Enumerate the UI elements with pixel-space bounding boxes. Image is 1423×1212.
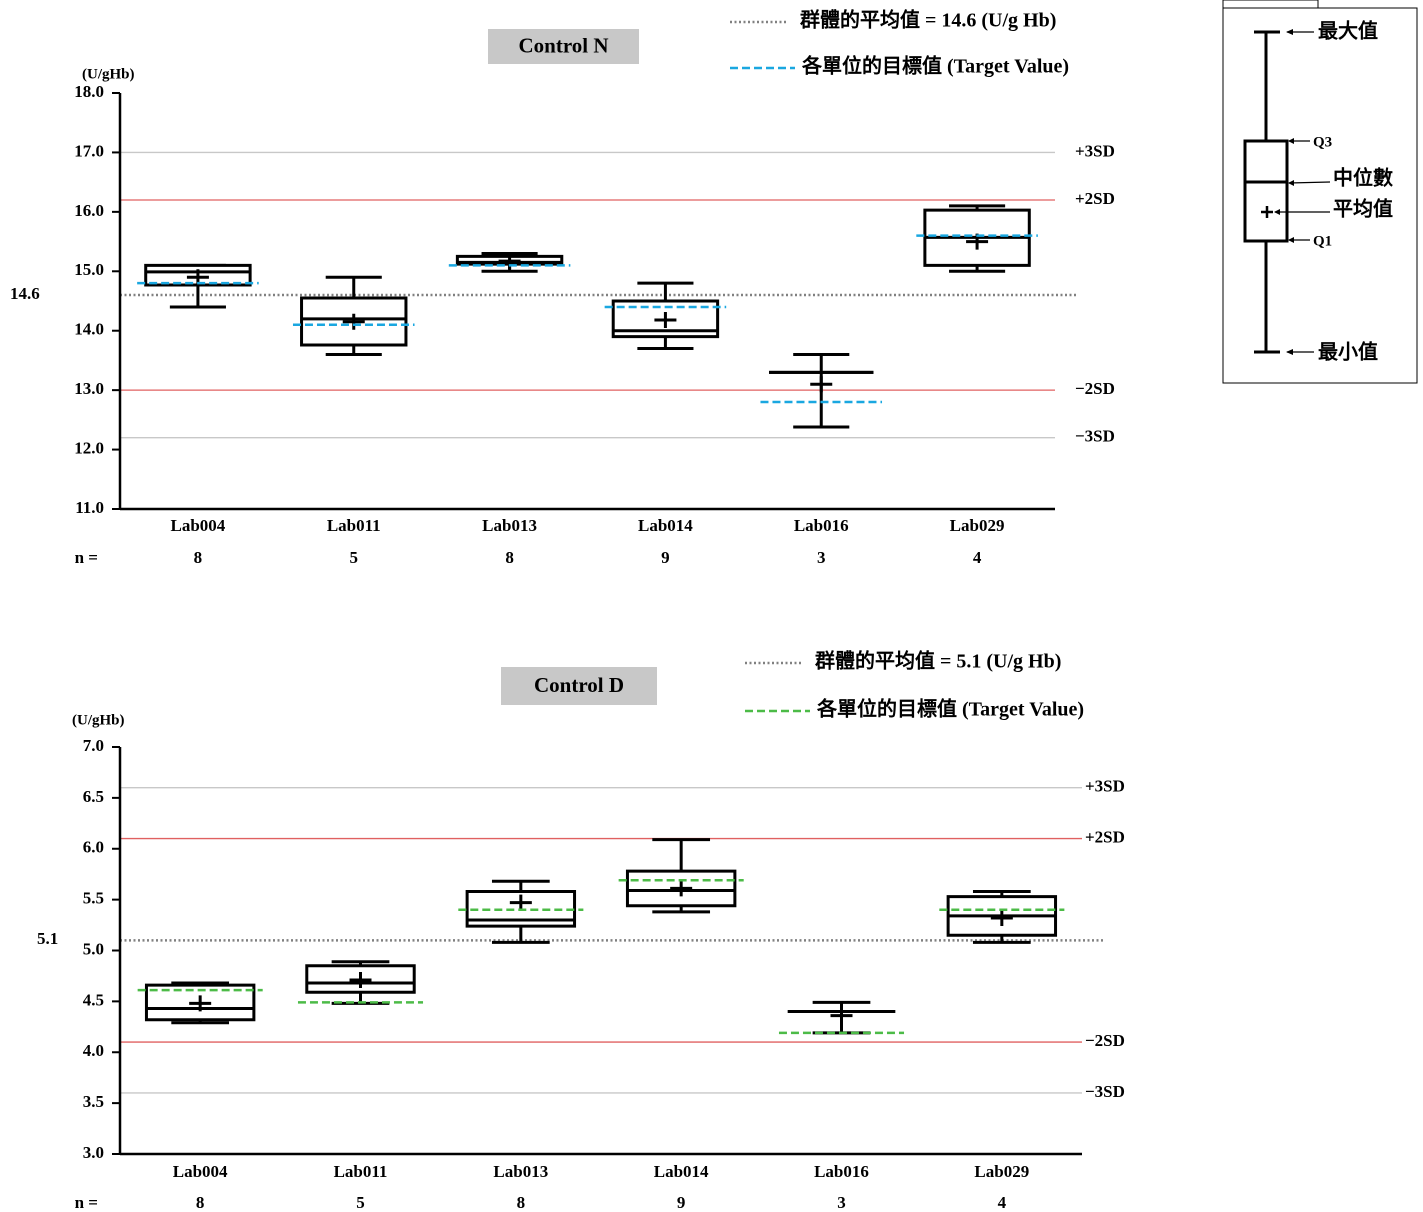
chart-title: Control D [534,673,624,697]
sd-label: −3SD [1085,1082,1125,1101]
y-tick-label: 13.0 [74,379,104,398]
mean-marker [830,1007,853,1024]
y-tick-label: 4.0 [83,1041,104,1060]
y-tick-label: 6.5 [83,787,104,806]
y-tick-label: 18.0 [74,82,104,101]
key-box [1243,139,1289,243]
n-value: 8 [194,548,203,567]
legend-mean: 群體的平均值 = 5.1 (U/g Hb) [814,649,1061,673]
sd-label: −2SD [1075,379,1115,398]
y-tick-label: 4.5 [83,990,104,1009]
y-tick-label: 14.0 [74,320,104,339]
n-value: 9 [661,548,670,567]
mean-label: 5.1 [37,929,58,948]
n-value: 8 [505,548,514,567]
sd-label: −2SD [1085,1031,1125,1050]
key-frame [1222,7,1418,384]
mean-marker [349,972,372,989]
y-tick-label: 6.0 [83,838,104,857]
sd-label: +2SD [1085,827,1125,846]
mean-marker [990,909,1013,926]
n-value: 4 [998,1193,1007,1212]
x-tick-label: Lab004 [171,516,226,535]
title-box [501,667,657,705]
n-value: 3 [837,1193,846,1212]
y-tick-label: 7.0 [83,736,104,755]
key-label: Q3 [1313,134,1332,150]
legend-target: 各單位的目標值 (Target Value) [816,697,1084,721]
x-tick-label: Lab014 [638,516,693,535]
n-label: n = [75,548,98,567]
x-tick-label: Lab013 [493,1162,548,1181]
legend-mean: 群體的平均值 = 14.6 (U/g Hb) [799,8,1056,32]
y-tick-label: 5.5 [83,889,104,908]
sd-label: +3SD [1075,141,1115,160]
n-value: 4 [973,548,982,567]
key-label: Q1 [1313,233,1332,249]
x-tick-label: Lab011 [327,516,381,535]
x-tick-label: Lab013 [482,516,537,535]
key-tab [1222,0,1319,9]
sd-label: −3SD [1075,427,1115,446]
x-tick-label: Lab011 [334,1162,388,1181]
y-tick-label: 11.0 [75,498,104,517]
key-label: 平均值 [1333,197,1393,221]
y-tick-label: 17.0 [74,141,104,160]
x-tick-label: Lab004 [173,1162,228,1181]
n-value: 9 [677,1193,686,1212]
mean-marker [670,880,693,897]
box-key [1222,0,1418,384]
x-tick-label: Lab016 [814,1162,869,1181]
mean-marker [810,376,833,393]
y-tick-label: 12.0 [74,438,104,457]
x-tick-label: Lab014 [654,1162,709,1181]
mean-marker [509,894,532,911]
x-tick-label: Lab016 [794,516,849,535]
y-tick-label: 16.0 [74,201,104,220]
key-label: 最大值 [1318,19,1378,43]
mean-label: 14.6 [10,284,40,303]
y-tick-label: 5.0 [83,939,104,958]
key-mean [1261,206,1273,218]
n-value: 8 [196,1193,205,1212]
y-unit: (U/gHb) [72,712,125,728]
mean-marker [342,313,365,330]
chart-title: Control N [518,33,608,57]
n-value: 3 [817,548,826,567]
key-label: 中位數 [1333,166,1393,190]
n-value: 5 [356,1193,365,1212]
n-label: n = [75,1193,98,1212]
sd-label: +2SD [1075,189,1115,208]
title-box [488,29,639,64]
y-tick-label: 3.5 [83,1092,104,1111]
y-unit: (U/gHb) [82,66,135,82]
n-value: 5 [350,548,359,567]
key-label: 最小值 [1318,340,1378,364]
y-tick-label: 15.0 [74,260,104,279]
x-tick-label: Lab029 [950,516,1005,535]
x-tick-label: Lab029 [974,1162,1029,1181]
mean-marker [654,312,677,329]
legend-target: 各單位的目標值 (Target Value) [801,54,1069,78]
key-arrowheads [1274,29,1294,355]
sd-label: +3SD [1085,777,1125,796]
key-arrows [1275,31,1331,353]
mean-marker [189,995,212,1012]
y-tick-label: 3.0 [83,1143,104,1162]
n-value: 8 [517,1193,526,1212]
